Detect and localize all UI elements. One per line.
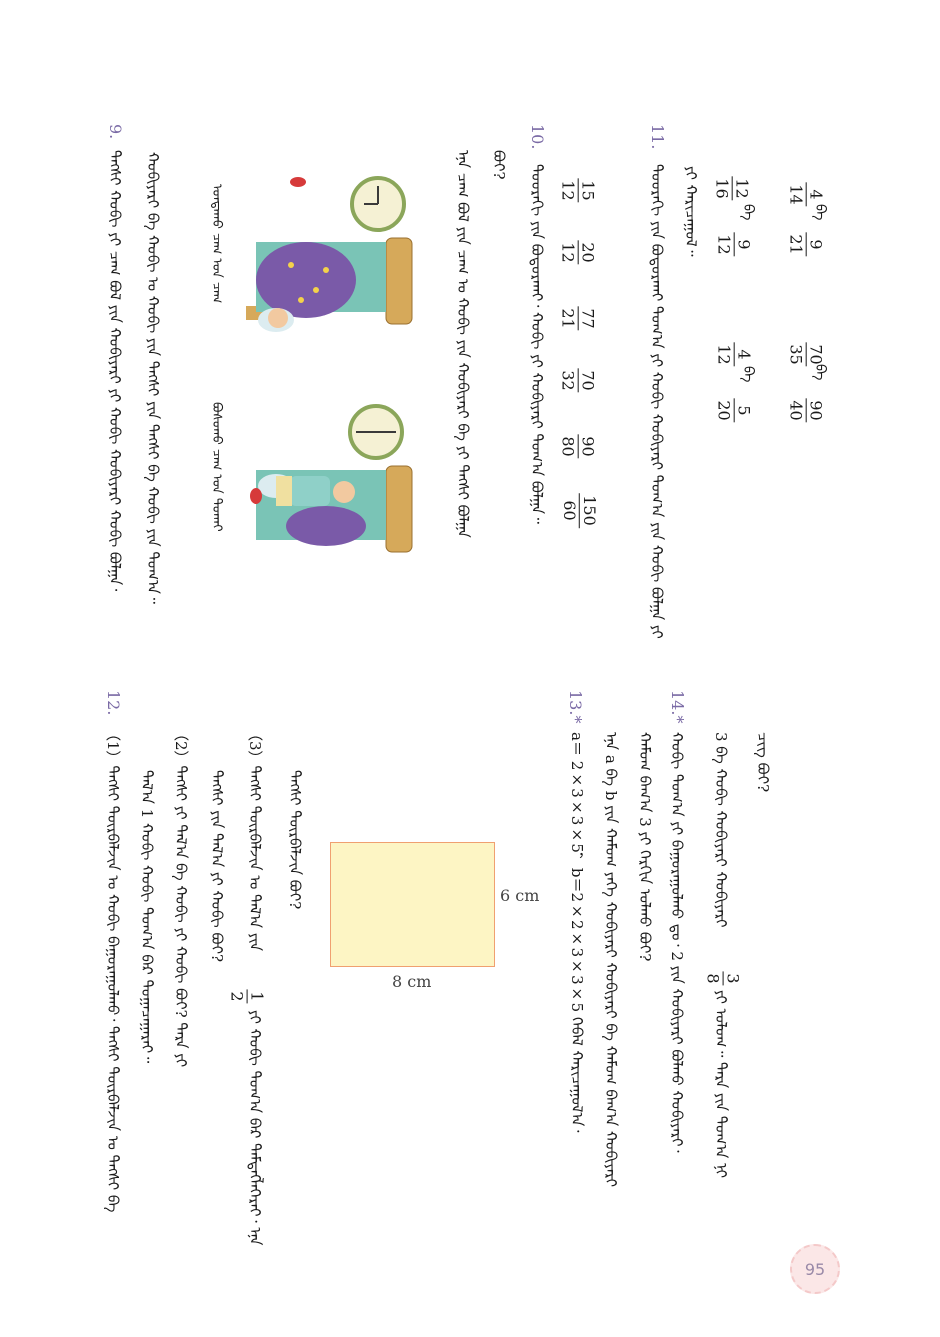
- conj-word: ᠪᠠ: [740, 366, 756, 383]
- conj-word: ᠪᠠ: [812, 204, 828, 221]
- frac-den: 20: [714, 400, 734, 421]
- blanket: [286, 506, 366, 546]
- frac-num: 9: [734, 239, 754, 250]
- rect-height-label: 6 cm: [500, 886, 540, 905]
- fraction: 70 32: [558, 368, 598, 393]
- q12-3-fraction: 1 2: [227, 989, 267, 1004]
- q10-number: 10.: [528, 124, 547, 150]
- frac-num: 90: [578, 436, 598, 457]
- frac-num: 90: [806, 400, 826, 421]
- frac-den: 80: [558, 436, 578, 457]
- frac-den: 12: [558, 242, 578, 263]
- q12-3: （3）ᠲᠡᠭᠰᠢ ᠳᠦᠷᠪᠡᠯᠵᠢᠨ ᠤ ᠲᠠᠯ᠎ᠠ ᠶᠢᠨ: [246, 726, 264, 951]
- q13-number: 13.*: [566, 690, 585, 724]
- q12-1b: ᠲᠡᠭᠰᠢ ᠶᠢᠨ ᠲᠠᠯ᠎ᠠ ᠶᠢ ᠬᠤᠪᠢ ᠪᠤᠢ?: [208, 770, 226, 963]
- waking-illustration: [250, 404, 413, 553]
- frac-num: 1: [247, 991, 267, 1002]
- rect-width-label: 8 cm: [392, 972, 432, 991]
- frac-den: 2: [227, 991, 247, 1002]
- frac-num: 77: [578, 308, 598, 329]
- q10-line3: ᠪᠤᠢ?: [490, 150, 508, 180]
- caption-wake: ᠪᠤᠰᠤᠬᠤ ᠴᠠᠭ ᠤᠨ ᠲᠤᠬᠠᠢ: [209, 402, 224, 532]
- fraction: 77 21: [558, 306, 598, 331]
- blanket: [256, 242, 356, 318]
- bed-headboard: [385, 465, 413, 553]
- frac-den: 12: [558, 180, 578, 201]
- frac-num: 20: [578, 242, 598, 263]
- q12-2b: ᠲᠠᠯ᠎ᠠ 1 ᠬᠤᠪᠢ ᠬᠤᠪᠢ ᠲᠤᠭ᠎ᠠ ᠪᠠᠷ ᠲᠣᠭᠠᠴᠠᠭᠠᠷᠠᠢ᠃: [138, 770, 156, 1064]
- q14-line3-text: 3 ᠪᠠ ᠬᠤᠪᠢ ᠬᠤᠪᠢᠶᠠᠷᠢ ᠬᠤᠪᠢᠶᠠᠷᠢ: [712, 732, 730, 928]
- frac-den: 60: [559, 500, 579, 521]
- row-tail-text: ᠶᠢ ᠬᠠᠷᠢᠴᠠᠭᠤᠯ᠃: [682, 166, 700, 257]
- child-head: [268, 308, 288, 328]
- q9-text: ᠲᠡᠭᠰᠢ ᠬᠤᠪᠢ ᠶᠢ ᠴᠠᠭ ᠪᠤᠯ ᠶᠢᠨ ᠬᠤᠪᠢᠶᠠᠷᠢ ᠶᠢ ᠬᠤ…: [106, 150, 124, 592]
- conj-word: ᠪᠠ: [740, 204, 756, 221]
- conj-word: ᠪᠠ: [812, 364, 828, 381]
- frac-num: 4: [734, 349, 754, 360]
- child-shorts: [276, 476, 292, 506]
- q13-formula: a＝ 2×3×3×5，b＝2×2×3×3×5 ᠭᠡᠪᠡᠯ ᠬᠠᠷᠢᠴᠠᠭᠤᠯ᠎ᠠ…: [568, 732, 586, 1133]
- q12-3-tail: ᠶᠢ ᠬᠤᠪᠢ ᠲᠤᠭ᠎ᠠ ᠪᠠᠷ ᠲᠡᠮᠳᠡᠭᠯᠡᠭᠡᠷᠡᠢ᠂ ᠡᠨᠡ: [246, 1010, 264, 1246]
- frac-num: 12: [732, 178, 752, 199]
- frac-den: 14: [786, 184, 806, 205]
- frac-num: 150: [579, 495, 599, 526]
- fraction: 20 12: [558, 240, 598, 265]
- page-number: 95: [804, 1259, 826, 1279]
- frac-num: 15: [578, 180, 598, 201]
- sleeping-illustration: [246, 176, 413, 332]
- answer-tail: ᠴᠢᠭ ᠪᠤᠢ?: [754, 732, 772, 793]
- frac-den: 16: [712, 178, 732, 199]
- fraction: 150 60: [559, 493, 599, 528]
- fraction: 90 80: [558, 434, 598, 459]
- q14-fraction: 3 8: [703, 971, 743, 986]
- q10-line2: ᠡᠨᠡ ᠴᠠᠭ ᠪᠤᠯ ᠶᠢᠨ ᠴᠠᠭ ᠤ ᠬᠤᠪᠢ ᠶᠢᠨ ᠬᠤᠪᠢᠶᠠᠷᠢ …: [454, 150, 472, 538]
- q14-line3: 3 ᠪᠠ ᠬᠤᠪᠢ ᠬᠤᠪᠢᠶᠠᠷᠢ ᠬᠤᠪᠢᠶᠠᠷᠢ: [710, 732, 732, 928]
- q11-number: 11.: [648, 124, 667, 150]
- q9-line2: ᠬᠤᠪᠢᠶᠠᠷᠢ ᠪᠠ ᠬᠤᠪᠢ ᠤ ᠬᠤᠪᠢ ᠶᠢᠨ ᠲᠡᠭᠰᠢ ᠶᠢᠨ ᠲᠡ…: [144, 152, 162, 604]
- fraction: 9 21: [786, 232, 826, 257]
- frac-den: 21: [786, 234, 806, 255]
- frac-num: 4: [806, 189, 826, 200]
- bed-headboard: [385, 237, 413, 325]
- frac-den: 12: [714, 234, 734, 255]
- fraction: 90 40: [786, 398, 826, 423]
- q12-2: （2）ᠲᠡᠭᠰᠢ ᠶᠢ ᠲᠠᠯ᠎ᠠ ᠪᠠ ᠬᠤᠪᠢ ᠶᠢ ᠬᠤᠪᠢ ᠪᠤᠢ? ᠲ…: [172, 726, 190, 1068]
- q14-line1: ᠬᠤᠪᠢ ᠲᠤᠭ᠎ᠠ ᠶᠢ ᠪᠠᠭᠤᠷᠠᠭᠤᠯᠬᠤ ᠳᠤ᠂ 2 ᠶᠢᠨ ᠬᠤᠪᠢ…: [668, 732, 686, 1153]
- q12-1: （1）ᠲᠡᠭᠰᠢ ᠳᠦᠷᠪᠡᠯᠵᠢᠨ ᠤ ᠬᠤᠪᠢ ᠪᠠᠭᠤᠷᠠᠭᠤᠯᠬᠤ᠂ ᠲ…: [104, 726, 122, 1213]
- page-number-badge: 95: [790, 1244, 840, 1294]
- frac-num: 3: [723, 973, 743, 984]
- child-head: [333, 481, 355, 503]
- fraction: 15 12: [558, 178, 598, 203]
- q11-text: ᠳᠤᠤᠷᠠᠬᠢ ᠶᠢᠨ ᠪᠤᠲᠤᠷᠬᠠᠢ ᠲᠤᠭ᠎ᠠ ᠶᠢ ᠬᠤᠪᠢ ᠬᠤᠪᠢᠶ…: [648, 164, 666, 639]
- frac-den: 21: [558, 308, 578, 329]
- q9-number: 9.: [106, 124, 125, 140]
- q13-text: ᠡᠨᠡ a ᠪᠠ b ᠶᠢᠨ ᠬᠠᠮᠤᠭ ᠶᠡᠬᠡ ᠬᠤᠪᠢᠶᠠᠷᠢ ᠬᠤᠪᠢᠶ…: [602, 732, 620, 1188]
- child-body: [290, 476, 330, 506]
- fraction: 9 12: [714, 232, 754, 257]
- frac-den: 32: [558, 370, 578, 391]
- rectangle-figure: [330, 842, 495, 967]
- slippers: [250, 488, 262, 504]
- frac-den: 40: [786, 400, 806, 421]
- frac-den: 8: [703, 973, 723, 984]
- frac-den: 12: [714, 344, 734, 365]
- frac-num: 70: [578, 370, 598, 391]
- fraction: 12 16: [712, 176, 752, 201]
- q10-text: ᠳᠤᠤᠷᠠᠬᠢ ᠶᠢᠨ ᠪᠤᠲᠤᠷᠬᠠᠢ᠂ ᠬᠤᠪᠢ ᠶᠢ ᠬᠤᠪᠢᠶᠠᠷᠢ ᠲ…: [528, 164, 546, 524]
- rect-caption: ᠲᠡᠭᠰᠢ ᠳᠦᠷᠪᠡᠯᠵᠢᠨ ᠪᠤᠢ?: [286, 770, 304, 910]
- fraction: 4 12: [714, 342, 754, 367]
- q14-line3-tail: ᠶᠢ ᠣᠯᠤᠭ᠃ ᠲᠡᠷᠡ ᠶᠢᠨ ᠲᠤᠭ᠎ᠠ ᠨᠢ: [712, 990, 730, 1179]
- frac-den: 35: [786, 344, 806, 365]
- q12-number: 12.: [104, 690, 123, 716]
- q14-number: 14.*: [668, 690, 687, 724]
- q14-line2: ᠬᠠᠮᠤᠭ ᠪᠠᠭ᠎ᠠ 3 ᠶᠢ ᠬᠡᠷᠬᠢᠨ ᠣᠯᠬᠤ ᠪᠤᠢ?: [636, 732, 654, 962]
- caption-sleep: ᠤᠨᠲᠠᠬᠤ ᠴᠠᠭ ᠤᠨ ᠴᠠᠭ: [209, 184, 224, 304]
- fraction: 5 20: [714, 398, 754, 423]
- frac-num: 9: [806, 239, 826, 250]
- frac-num: 5: [734, 405, 754, 416]
- slippers: [290, 177, 306, 187]
